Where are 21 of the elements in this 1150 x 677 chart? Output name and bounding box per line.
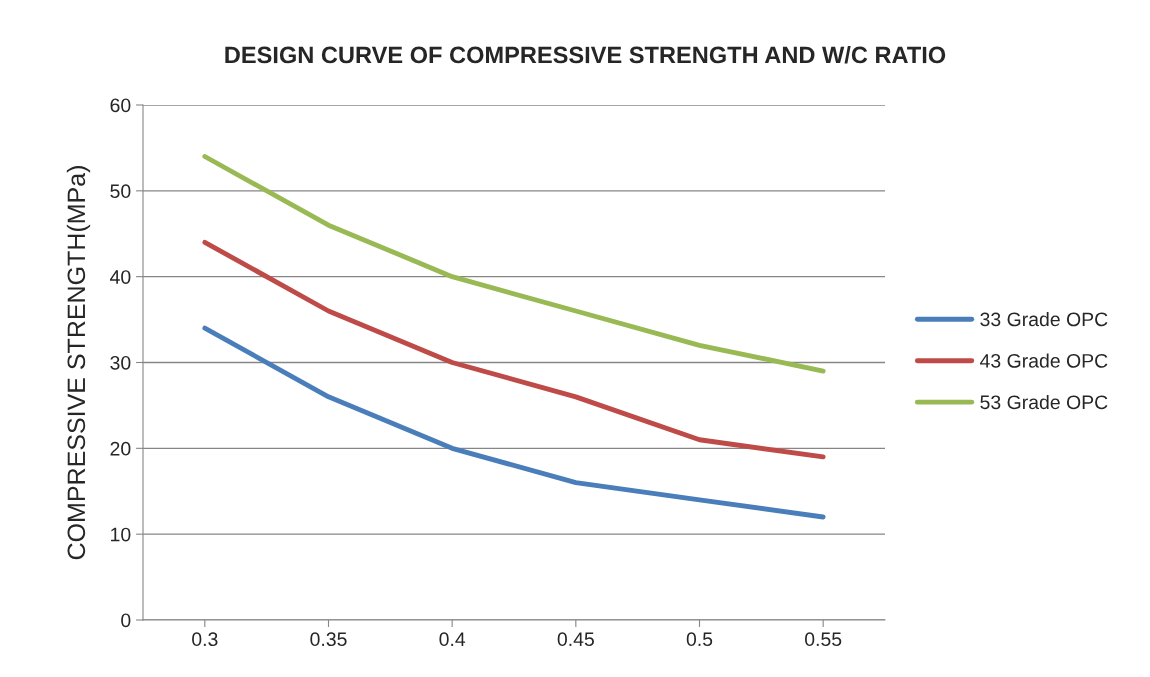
- legend-label: 33 Grade OPC: [980, 311, 1108, 327]
- legend-label: 53 Grade OPC: [980, 394, 1108, 410]
- line-series: [202, 325, 826, 520]
- x-tick-label: 0.35: [310, 632, 347, 647]
- y-tick-label: 30: [110, 355, 131, 370]
- y-tick-label: 40: [110, 270, 131, 284]
- legend-label: 43 Grade OPC: [980, 353, 1108, 368]
- y-tick-label: 10: [111, 527, 131, 542]
- chart-title: DESIGN CURVE OF COMPRESSIVE STRENGTH AND W/C RATIO: [225, 46, 946, 64]
- x-tick-label: 0.45: [557, 632, 594, 647]
- line-series: [202, 154, 826, 374]
- x-tick-label: 0.5: [686, 632, 713, 647]
- y-axis-title: COMPRESSIVE STRENGTH(MPa): [66, 166, 91, 560]
- y-tick-label: 0: [121, 613, 131, 628]
- x-tick-label: 0.4: [439, 632, 466, 647]
- x-tick-label: 0.3: [192, 632, 218, 647]
- line-series: [202, 239, 826, 460]
- y-tick-label: 50: [110, 184, 131, 199]
- y-tick-label: 20: [110, 441, 131, 456]
- x-tick-label: 0.55: [805, 632, 842, 647]
- y-tick-label: 60: [110, 98, 131, 113]
